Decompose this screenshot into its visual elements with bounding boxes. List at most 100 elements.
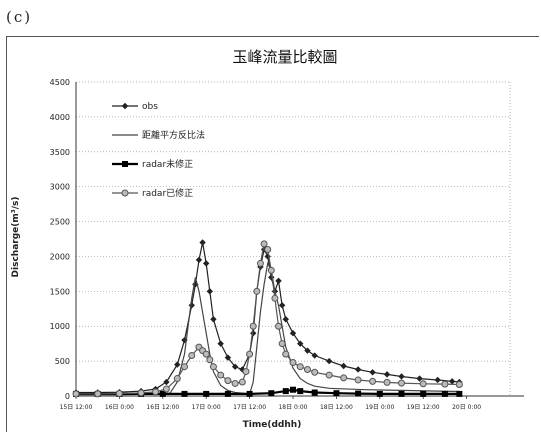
data-point — [303, 365, 311, 373]
data-point — [174, 361, 181, 368]
legend-label: radar未修正 — [142, 158, 193, 170]
data-point — [383, 378, 391, 386]
x-tick-label: 18日 12:00 — [320, 404, 353, 411]
y-tick-label: 500 — [55, 357, 70, 366]
data-point — [376, 390, 383, 397]
data-point — [181, 363, 188, 371]
data-point — [203, 260, 210, 267]
data-point — [416, 375, 423, 382]
data-point — [181, 390, 188, 397]
legend-marker — [121, 189, 129, 197]
data-point — [290, 386, 296, 393]
data-point — [250, 330, 257, 337]
data-point — [264, 253, 271, 260]
panel-label: (c) — [6, 8, 33, 26]
data-point — [434, 376, 441, 384]
data-point — [282, 350, 290, 358]
data-point — [296, 363, 304, 371]
data-point — [224, 377, 232, 385]
y-tick-label: 3000 — [50, 183, 70, 192]
data-point — [271, 294, 279, 302]
y-tick-label: 3500 — [50, 148, 70, 157]
y-axis-label: Discharge(m³/s) — [11, 197, 21, 278]
data-point — [354, 376, 362, 384]
legend-entry-3: radar未修正 — [112, 158, 193, 170]
x-tick-label: 16日 0:00 — [105, 404, 134, 411]
figure-frame — [6, 36, 539, 432]
data-point — [369, 369, 376, 376]
x-axis-label: Time(ddhh) — [243, 420, 302, 430]
data-point — [311, 352, 318, 359]
legend-entry-2: 距離平方反比法 — [112, 129, 205, 141]
x-tick-labels: 15日 12:00 16日 0:00 16日 12:00 17日 0:00 17日 12… — [60, 404, 482, 411]
data-point — [398, 390, 405, 397]
x-tick-label: 18日 0:00 — [278, 404, 307, 411]
data-point — [260, 240, 268, 248]
data-point — [325, 371, 333, 379]
data-point — [206, 288, 214, 295]
data-point — [278, 340, 286, 348]
data-point — [115, 390, 123, 398]
data-point — [289, 359, 297, 367]
y-tick-label: 2500 — [50, 218, 70, 227]
legend-entry-4: radar已修正 — [112, 187, 193, 199]
data-point — [441, 390, 448, 397]
data-point — [242, 368, 250, 376]
data-point — [224, 354, 232, 361]
legend: obs 距離平方反比法 radar未修正 radar已修正 — [112, 102, 205, 199]
data-point — [217, 340, 224, 347]
data-point — [246, 390, 253, 397]
y-tick-label: 1500 — [50, 287, 70, 296]
data-point — [267, 266, 275, 274]
data-point — [355, 390, 362, 397]
data-point — [297, 388, 304, 395]
data-point — [441, 380, 449, 388]
data-point — [289, 330, 297, 337]
data-point — [325, 357, 333, 365]
legend-marker — [121, 102, 129, 110]
gridlines — [76, 81, 511, 396]
data-point — [369, 377, 377, 385]
data-point — [448, 378, 456, 385]
data-point — [238, 378, 246, 386]
data-point — [340, 362, 347, 370]
data-point — [231, 363, 239, 370]
series-2 — [76, 261, 460, 396]
data-point — [268, 274, 275, 281]
series-line-2 — [76, 261, 460, 396]
data-point — [217, 371, 225, 379]
data-point — [333, 390, 340, 397]
data-point — [206, 356, 214, 364]
legend-marker — [122, 161, 128, 167]
data-point — [419, 380, 427, 388]
data-point — [137, 389, 145, 397]
x-tick-label: 15日 12:00 — [60, 404, 93, 411]
data-point — [209, 363, 217, 371]
data-point — [297, 340, 304, 347]
x-tick-label: 17日 0:00 — [192, 404, 221, 411]
y-tick-label: 4000 — [50, 113, 70, 122]
data-point — [304, 347, 311, 354]
data-point — [188, 352, 196, 360]
data-point — [173, 375, 181, 383]
x-tick-label: 16日 12:00 — [146, 404, 179, 411]
data-point — [210, 316, 217, 323]
data-point — [162, 385, 170, 393]
data-point — [256, 259, 264, 267]
data-point — [159, 390, 166, 397]
data-point — [188, 302, 195, 309]
data-point — [340, 374, 348, 382]
data-point — [311, 368, 319, 376]
x-tick-label: 17日 12:00 — [233, 404, 266, 411]
y-tick-label: 4500 — [50, 78, 70, 87]
data-point — [249, 322, 257, 330]
y-tick-labels: 0 500 1000 1500 2000 2500 3000 3500 4000 4500 — [50, 78, 70, 401]
data-point — [231, 379, 239, 387]
data-point — [195, 256, 203, 264]
data-point — [224, 390, 231, 397]
data-point — [203, 390, 210, 397]
data-point — [282, 316, 289, 323]
data-point — [282, 388, 289, 395]
series-group — [72, 239, 463, 398]
